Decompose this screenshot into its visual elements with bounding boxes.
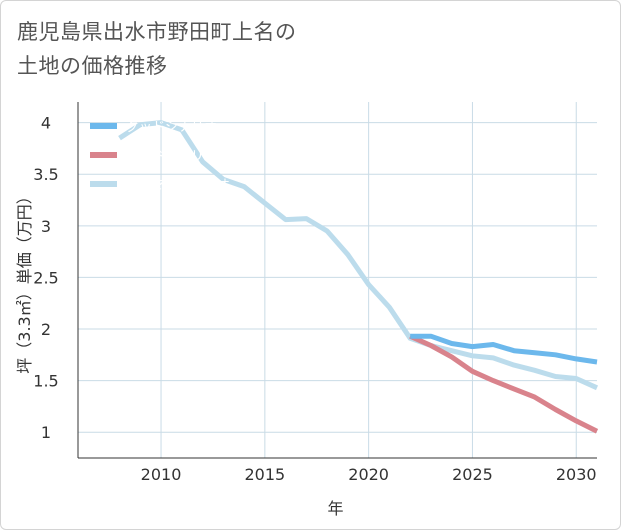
axes: 2010 2015 2020 2025 2030 1 1.5 2 2.5 3 3.5 4 年 坪（3.3㎡… [15, 102, 597, 518]
y-tick-label: 2.5 [33, 268, 58, 287]
y-tick-label: 1.5 [33, 372, 58, 391]
x-axis-label: 年 [327, 499, 343, 518]
legend-label-2: ノーマルシナリオ [126, 178, 230, 193]
chart-title-line1: 鹿児島県出水市野田町上名の [17, 20, 297, 44]
x-tick-label: 2010 [141, 465, 182, 484]
x-tick-label: 2015 [244, 465, 285, 484]
grid-lines [78, 102, 597, 458]
chart-title-line2: 土地の価格推移 [17, 54, 168, 78]
chart-title: 鹿児島県出水市野田町上名の 土地の価格推移 [17, 15, 577, 83]
legend-label-1: バッドシナリオ [126, 149, 217, 164]
legend-label-0: グッドシナリオ [126, 120, 217, 135]
series-line-1 [409, 333, 599, 434]
x-tick-label: 2020 [348, 465, 389, 484]
x-tick-label: 2030 [556, 465, 597, 484]
series-lines [118, 120, 599, 434]
y-axis-label: 坪（3.3㎡）単価（万円） [15, 188, 34, 373]
y-tick-label: 2 [41, 320, 51, 339]
series-line-2 [118, 120, 599, 391]
series-line-0 [410, 333, 598, 365]
x-tick-label: 2025 [452, 465, 493, 484]
y-tick-label: 4 [41, 114, 51, 133]
y-tick-label: 3.5 [33, 165, 58, 184]
y-tick-label: 3 [41, 217, 51, 236]
y-tick-label: 1 [41, 423, 51, 442]
